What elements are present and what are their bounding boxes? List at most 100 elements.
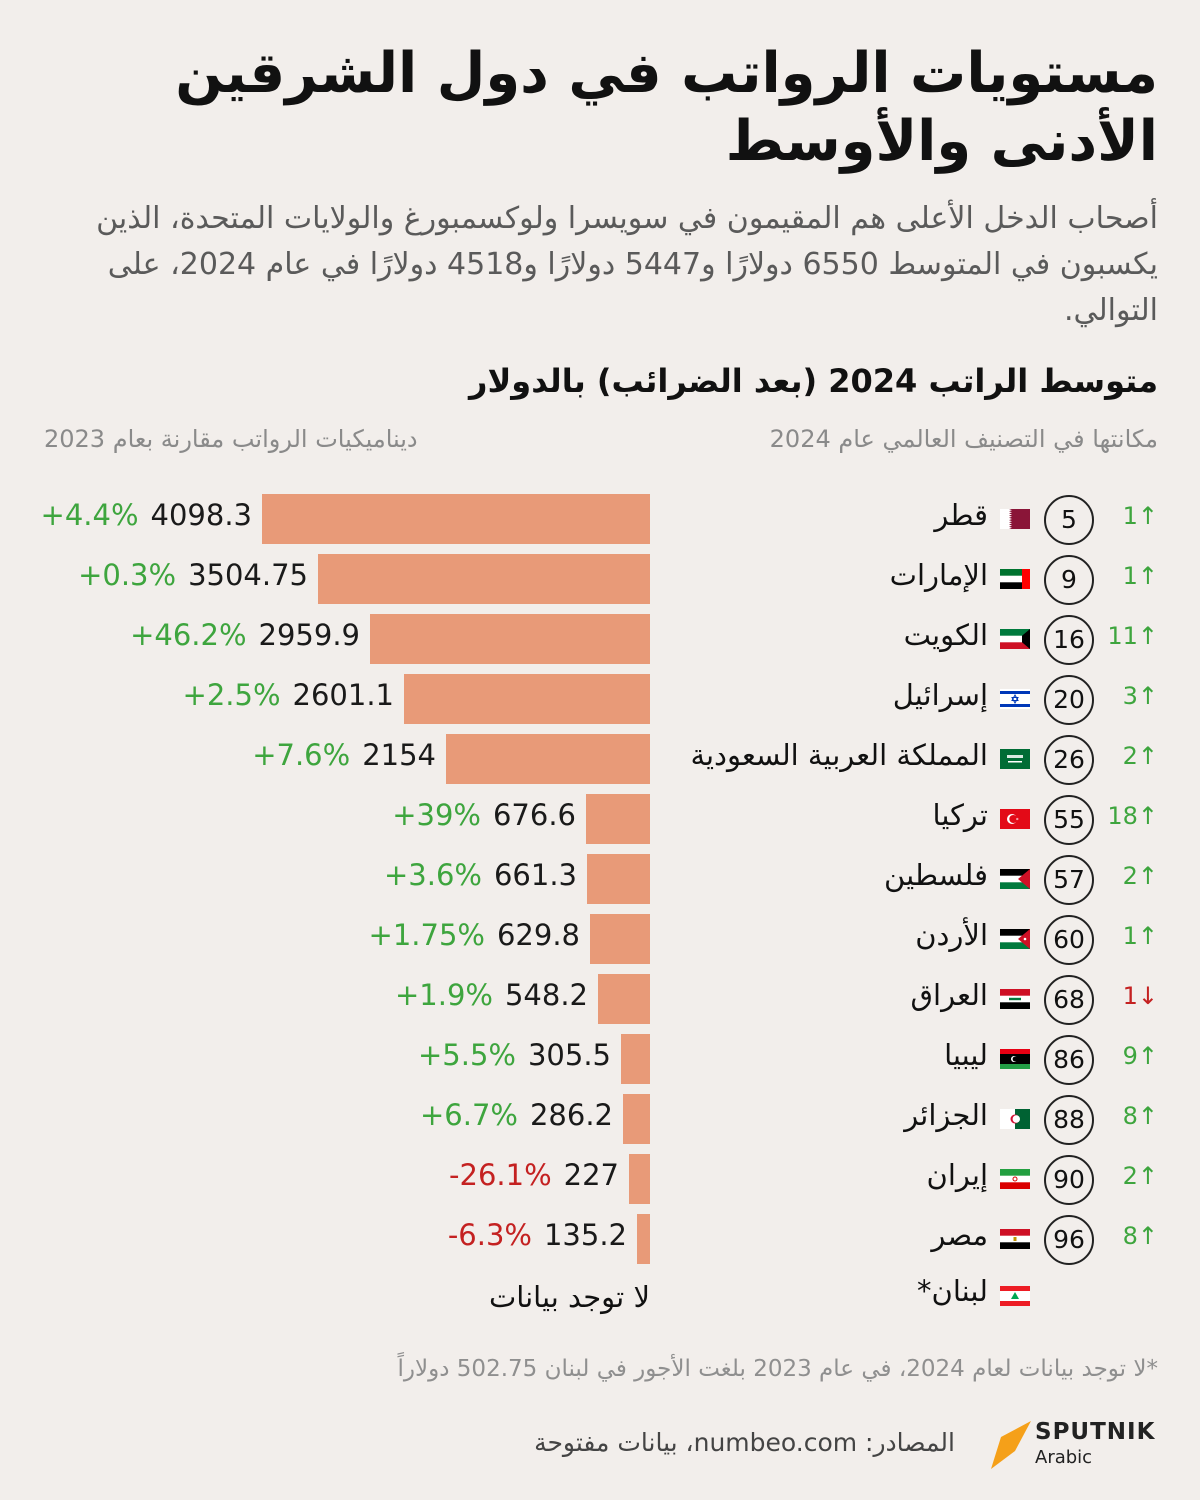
logo-word: SPUTNIK <box>1035 1419 1156 1445</box>
rank-change-label: 2↑ <box>1122 1162 1158 1190</box>
rank-change-label: 8↑ <box>1122 1102 1158 1130</box>
change-label: +3.6% <box>383 858 482 892</box>
change-label: +7.6% <box>252 738 351 772</box>
salary-label: 2601.1 <box>292 678 394 712</box>
chart-row-uae: +0.3% 3504.75 الإمارات 9 1↑ <box>0 554 1200 614</box>
rank-change-label: 3↑ <box>1122 682 1158 710</box>
rank-badge: 60 <box>1044 915 1094 965</box>
change-label: +1.75% <box>368 918 485 952</box>
salary-label: 548.2 <box>504 978 588 1012</box>
qatar-flag-icon <box>1000 509 1030 529</box>
salary-label: 2154 <box>362 738 436 772</box>
value-label-libya: +5.5% 305.5 <box>418 1038 611 1072</box>
country-label: إسرائيل <box>892 678 988 712</box>
country-label: ليبيا <box>944 1038 988 1072</box>
rank-badge: 20 <box>1044 675 1094 725</box>
no-data-label: لا توجد بيانات <box>488 1280 650 1314</box>
value-label-kuwait: +46.2% 2959.9 <box>130 618 360 652</box>
country-label: العراق <box>910 978 988 1012</box>
rank-change-label: 9↑ <box>1122 1042 1158 1070</box>
footnote: *لا توجد بيانات لعام 2024، في عام 2023 ب… <box>397 1356 1158 1382</box>
sources: المصادر: numbeo.com، بيانات مفتوحة <box>534 1428 955 1457</box>
bar-algeria <box>623 1094 650 1144</box>
rank-badge: 90 <box>1044 1155 1094 1205</box>
page-title: مستويات الرواتب في دول الشرقين الأدنى وا… <box>175 41 1158 174</box>
country-label: الجزائر <box>904 1098 988 1132</box>
salary-label: 4098.3 <box>150 498 252 532</box>
rank-change-label: 2↑ <box>1122 862 1158 890</box>
bar-israel <box>404 674 650 724</box>
value-label-uae: +0.3% 3504.75 <box>78 558 308 592</box>
chart-row-iran: -26.1% 227 إيران 90 2↑ <box>0 1154 1200 1214</box>
rank-change-label: 1↑ <box>1122 562 1158 590</box>
chart-row-israel: +2.5% 2601.1 إسرائيل 20 3↑ <box>0 674 1200 734</box>
bar-iran <box>629 1154 650 1204</box>
rank-badge: 5 <box>1044 495 1094 545</box>
egypt-flag-icon <box>1000 1229 1030 1249</box>
value-label-iraq: +1.9% 548.2 <box>395 978 588 1012</box>
country-label: إيران <box>926 1158 988 1192</box>
lebanon-flag-icon <box>1000 1286 1030 1306</box>
salary-label: 135.2 <box>543 1218 627 1252</box>
sputnik-logo: SPUTNIK Arabic <box>985 1415 1160 1475</box>
logo-sub: Arabic <box>1035 1447 1093 1468</box>
chart-row-saudi: +7.6% 2154 المملكة العربية السعودية 26 2↑ <box>0 734 1200 794</box>
bar-qatar <box>262 494 650 544</box>
turkey-flag-icon <box>1000 809 1030 829</box>
chart-row-jordan: +1.75% 629.8 الأردن 60 1↑ <box>0 914 1200 974</box>
change-label: +6.7% <box>419 1098 518 1132</box>
rank-badge: 68 <box>1044 975 1094 1025</box>
bar-jordan <box>590 914 650 964</box>
value-label-saudi: +7.6% 2154 <box>252 738 436 772</box>
chart-row-palestine: +3.6% 661.3 فلسطين 57 2↑ <box>0 854 1200 914</box>
kuwait-flag-icon <box>1000 629 1030 649</box>
country-label: مصر <box>931 1218 988 1252</box>
salary-label: 629.8 <box>496 918 580 952</box>
country-label: فلسطين <box>884 858 988 892</box>
rank-change-label: 1↑ <box>1122 922 1158 950</box>
rank-badge: 96 <box>1044 1215 1094 1265</box>
salary-label: 286.2 <box>529 1098 613 1132</box>
bar-iraq <box>598 974 650 1024</box>
chart-row-libya: +5.5% 305.5 ليبيا 86 9↑ <box>0 1034 1200 1094</box>
rank-change-label: 8↑ <box>1122 1222 1158 1250</box>
chart-row-algeria: +6.7% 286.2 الجزائر 88 8↑ <box>0 1094 1200 1154</box>
change-column-header: ديناميكيات الرواتب مقارنة بعام 2023 <box>44 425 418 453</box>
israel-flag-icon <box>1000 689 1030 709</box>
value-label-turkey: +39% 676.6 <box>392 798 576 832</box>
sputnik-arrow-icon <box>991 1421 1031 1469</box>
page-subtitle: أصحاب الدخل الأعلى هم المقيمون في سويسرا… <box>96 201 1158 328</box>
value-label-iran: -26.1% 227 <box>449 1158 619 1192</box>
salary-label: 676.6 <box>492 798 576 832</box>
chart-title: متوسط الراتب 2024 (بعد الضرائب) بالدولار <box>469 362 1158 400</box>
change-label: +0.3% <box>78 558 177 592</box>
rank-change-label: 11↑ <box>1107 622 1158 650</box>
value-label-jordan: +1.75% 629.8 <box>369 918 580 952</box>
chart-row-egypt: -6.3% 135.2 مصر 96 8↑ <box>0 1214 1200 1274</box>
bar-kuwait <box>370 614 650 664</box>
bar-libya <box>621 1034 650 1084</box>
change-label: +5.5% <box>417 1038 516 1072</box>
chart-row-iraq: +1.9% 548.2 العراق 68 1↓ <box>0 974 1200 1034</box>
value-label-egypt: -6.3% 135.2 <box>448 1218 627 1252</box>
change-label: +39% <box>392 798 481 832</box>
value-label-palestine: +3.6% 661.3 <box>384 858 577 892</box>
country-label: لبنان* <box>917 1274 988 1308</box>
chart-row-kuwait: +46.2% 2959.9 الكويت 16 11↑ <box>0 614 1200 674</box>
change-label: +1.9% <box>394 978 493 1012</box>
rank-badge: 55 <box>1044 795 1094 845</box>
salary-label: 227 <box>563 1158 619 1192</box>
rank-change-label: 1↑ <box>1122 502 1158 530</box>
rank-badge: 57 <box>1044 855 1094 905</box>
change-label: +2.5% <box>182 678 281 712</box>
bar-egypt <box>637 1214 650 1264</box>
iran-flag-icon <box>1000 1169 1030 1189</box>
change-label: +46.2% <box>130 618 247 652</box>
country-label: المملكة العربية السعودية <box>690 738 988 772</box>
rank-badge: 16 <box>1044 615 1094 665</box>
rank-badge: 86 <box>1044 1035 1094 1085</box>
salary-label: 305.5 <box>527 1038 611 1072</box>
bar-palestine <box>587 854 650 904</box>
chart-row-lebanon: لبنان* <box>0 1274 1200 1334</box>
